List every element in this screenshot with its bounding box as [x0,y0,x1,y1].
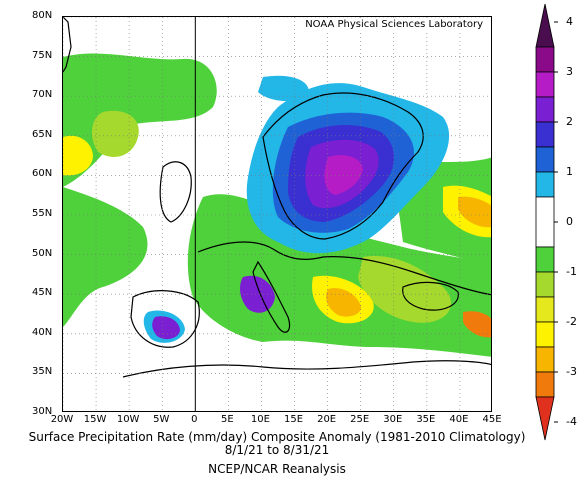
colorbar-segment [535,46,555,73]
anomaly-region-violet-spain [152,316,180,340]
colorbar-segment [535,71,555,98]
lat-tick-label: 65N [32,128,53,140]
colorbar-segment [535,346,555,373]
coastline-british-isles [159,161,192,223]
lon-tick-label: 35E [416,414,436,425]
coastline-continental-europe [197,241,491,296]
lat-tick-label: 35N [32,366,53,378]
anomaly-region-orange-balkans [326,288,361,317]
caption-title: Surface Precipitation Rate (mm/day) Comp… [28,430,526,444]
lat-tick-label: 45N [32,287,53,299]
anomaly-region-yellow-north-atlantic [63,135,93,176]
colorbar-tick-label: -2 [566,315,577,328]
coastline-scandinavia [262,92,424,240]
anomaly-region-magenta-core [324,155,363,195]
colorbar-segment [535,3,555,48]
colorbar-segment [535,296,555,323]
colorbar-tick-label: -3 [566,365,577,378]
lon-tick-label: 45E [482,414,502,425]
anomaly-region-lime-east [358,256,452,323]
lon-tick-label: 5W [153,414,170,425]
colorbar-segment [535,396,555,441]
colorbar-segment [535,96,555,123]
lat-tick-label: 55N [32,208,53,219]
lat-tick-label: 70N [32,89,53,101]
lon-tick-label: 0 [191,414,198,425]
lat-tick-label: 50N [32,247,53,259]
lon-tick-label: 20E [317,414,337,425]
anomaly-region-green-west [63,187,148,327]
colorbar [535,3,558,441]
colorbar-segment [535,121,555,148]
colorbar-segment [535,146,555,173]
map-canvas [63,17,491,411]
colorbar-segment [535,321,555,348]
caption-source: NCEP/NCAR Reanalysis [208,462,346,476]
lon-tick-label: 30E [383,414,403,425]
coastline-greenland [63,17,72,73]
colorbar-tick-label: 2 [566,115,573,128]
colorbar-segment [535,246,555,273]
lat-tick-label: 30N [32,406,53,417]
colorbar-tick-label: -1 [566,265,577,278]
anomaly-region-lime-spain [91,110,139,157]
anomaly-fill-layer [63,53,491,357]
lat-tick-label: 75N [32,49,53,61]
credit-label: NOAA Physical Sciences Laboratory [303,19,485,30]
lat-tick-label: 60N [32,168,53,180]
lat-tick-label: 80N [32,10,53,21]
colorbar-segment [535,271,555,298]
colorbar-tick-label: 0 [566,215,573,228]
anomaly-region-orange-russia [458,196,491,228]
caption-dates: 8/1/21 to 8/31/21 [224,443,330,457]
colorbar-tick-label: -4 [566,415,577,428]
lon-tick-label: 20W [50,414,74,425]
anomaly-map: NOAA Physical Sciences Laboratory [62,16,492,412]
colorbar-segment [535,371,555,398]
colorbar-segment [535,196,555,248]
anomaly-region-violet-italy [240,275,275,313]
anomaly-region-cyan-arctic [258,75,309,102]
colorbar-tick-label: 4 [566,15,573,28]
colorbar-segment [535,171,555,198]
coastline-africa [122,360,491,378]
lat-tick-label: 40N [32,326,53,338]
lon-tick-label: 10E [250,414,270,425]
colorbar-tick-label: 1 [566,165,573,178]
colorbar-tick-label: 3 [566,65,573,78]
coastline-layer [63,17,491,378]
coastline-black-sea [402,281,459,311]
coastline-italy [252,260,291,333]
anomaly-region-orange-turkey [463,311,491,338]
lon-tick-label: 15W [83,414,107,425]
lon-tick-label: 15E [284,414,304,425]
lon-tick-label: 10W [116,414,140,425]
lon-tick-label: 25E [350,414,370,425]
lon-tick-label: 5E [221,414,234,425]
lon-tick-label: 40E [449,414,469,425]
